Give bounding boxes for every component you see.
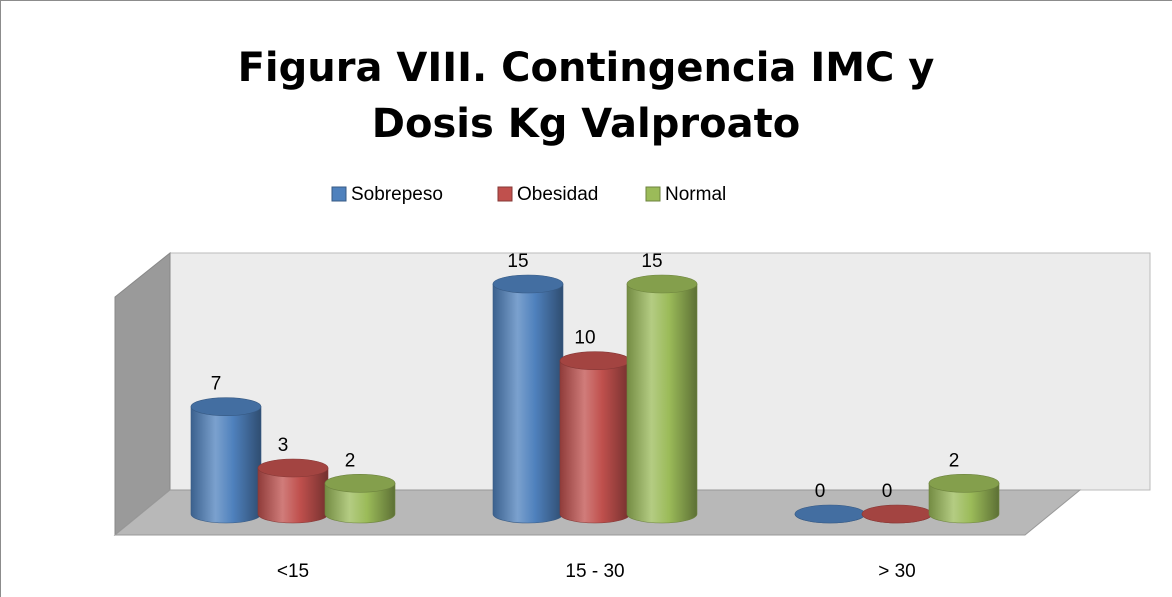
bar xyxy=(190,397,262,524)
bar xyxy=(324,474,396,524)
bar xyxy=(794,504,866,524)
data-label: 2 xyxy=(345,450,356,471)
data-label: 15 xyxy=(641,251,662,272)
bar xyxy=(492,274,564,524)
legend-label: Sobrepeso xyxy=(351,184,443,205)
chart-title: Figura VIII. Contingencia IMC y Dosis Kg… xyxy=(237,45,935,147)
legend-label: Obesidad xyxy=(517,184,598,205)
data-label: 7 xyxy=(211,374,222,395)
data-label: 0 xyxy=(882,481,893,502)
bar xyxy=(928,474,1000,524)
x-tick-label: <15 xyxy=(277,561,309,582)
x-tick-label: 15 - 30 xyxy=(565,561,624,582)
bar xyxy=(559,351,631,524)
data-label: 10 xyxy=(574,328,595,349)
data-label: 15 xyxy=(507,251,528,272)
bar xyxy=(626,274,698,524)
x-tick-label: > 30 xyxy=(878,561,916,582)
bar xyxy=(861,504,933,524)
legend-swatch xyxy=(497,186,513,202)
data-label: 3 xyxy=(278,435,289,456)
bar xyxy=(257,458,329,524)
data-label: 2 xyxy=(949,450,960,471)
legend-swatch xyxy=(331,186,347,202)
side-wall xyxy=(114,251,171,537)
legend-label: Normal xyxy=(665,184,726,205)
data-label: 0 xyxy=(815,481,826,502)
legend-swatch xyxy=(645,186,661,202)
